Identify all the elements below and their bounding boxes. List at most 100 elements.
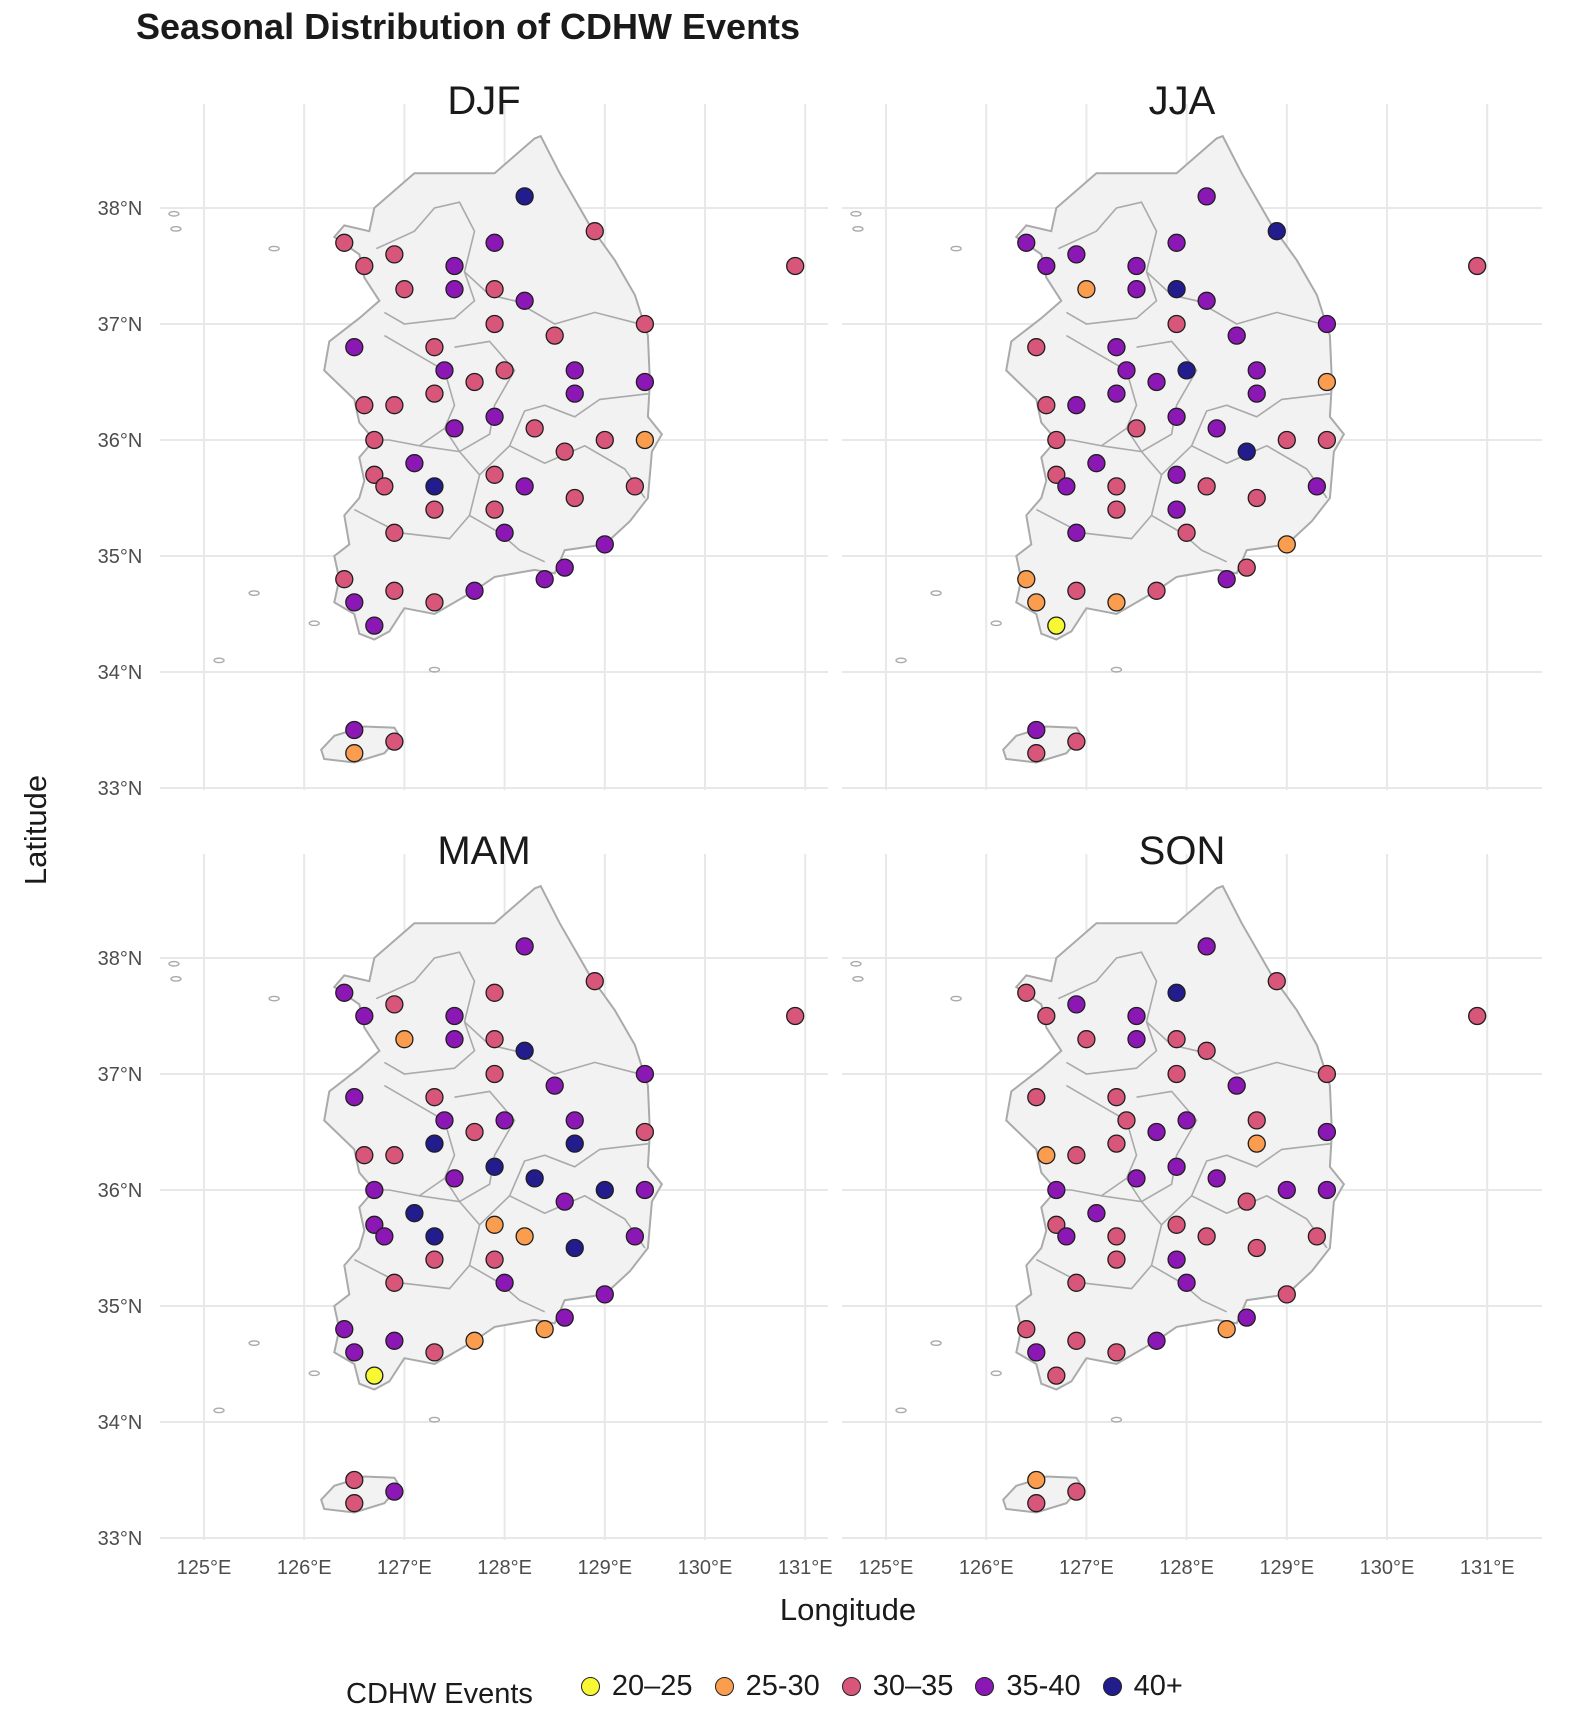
station-point [1247,1238,1266,1258]
legend-swatch [580,1676,600,1696]
station-point [1267,972,1286,991]
station-point [635,314,655,334]
station-point [1127,256,1146,276]
station-point [1237,1192,1256,1211]
station-point [1237,558,1256,577]
islet [930,1340,942,1347]
station-point [425,1343,444,1362]
station-point [495,1111,514,1130]
x-tick-label: 128°E [1159,1557,1214,1579]
station-point [1067,732,1086,751]
y-tick-label: 36°N [98,430,143,452]
station-point [1107,384,1126,403]
station-point [1027,593,1046,612]
station-point [1247,1134,1266,1153]
station-point [786,1006,805,1026]
y-tick-label: 38°N [98,948,143,970]
station-point [1197,477,1216,496]
y-tick-label: 35°N [98,1296,143,1318]
station-point [535,1320,554,1339]
station-point [395,280,414,299]
station-point [1147,1122,1166,1142]
islet [308,1370,320,1377]
y-tick-label: 36°N [98,1180,143,1202]
station-point [1017,570,1036,589]
station-point [465,372,484,392]
station-point [535,570,554,589]
legend-item-25-30: 25-30 [714,1670,820,1703]
station-point [1227,1076,1246,1095]
station-point [1317,1180,1337,1200]
facet-panel-mam: MAM 33°N 34°N 35°N 36°N 37°N 38°N 125°E 126°E 127… [98,829,833,1579]
station-point [555,442,574,461]
station-point [555,1308,574,1327]
station-point [405,454,424,473]
station-point [1167,314,1186,334]
islet [268,245,280,252]
islet [895,1407,907,1414]
station-point [385,1273,404,1292]
station-point [355,1146,374,1165]
station-point [485,500,504,519]
chart-title: Seasonal Distribution of CDHW Events [136,6,801,47]
station-point [385,732,404,751]
station-point [1067,396,1086,415]
legend-item-20-25: 20–25 [580,1669,693,1703]
legend-label: 20–25 [611,1669,693,1702]
station-point [385,1146,404,1165]
province-boundary [1190,392,1332,447]
station-point [425,1227,444,1246]
x-tick-label: 131°E [778,1557,833,1579]
station-point [345,593,364,612]
islet [168,960,180,967]
station-point [495,1273,514,1292]
station-point [1127,1030,1146,1049]
province-boundary [1145,271,1323,325]
station-point [425,593,444,612]
station-point [1107,500,1126,519]
islet [990,1370,1002,1377]
station-point [1047,1366,1066,1385]
facet-panel-jja: JJA [842,79,1542,790]
station-point [425,1088,444,1107]
station-point [515,187,534,206]
station-point [425,1250,444,1269]
islet [213,657,225,664]
station-point [525,1169,544,1188]
station-point [515,291,534,310]
station-point [1197,291,1216,310]
station-point [555,1192,574,1211]
legend-label: 35-40 [1006,1669,1081,1702]
station-point [385,523,404,542]
station-point [1277,535,1296,554]
station-point [385,1331,404,1350]
station-point [445,280,464,299]
y-tick-label: 35°N [98,546,143,568]
x-tick-label: 130°E [1360,1557,1415,1579]
x-tick-label: 125°E [859,1557,914,1579]
station-point [1057,477,1076,496]
station-point [1468,1006,1487,1026]
islet [895,657,907,664]
y-tick-label: 37°N [98,314,143,336]
province-boundary [469,1264,546,1313]
station-point [465,1122,484,1142]
station-point [375,477,394,496]
station-point [365,465,384,484]
legend-swatch [975,1676,995,1696]
islet [852,225,864,232]
station-point [1247,488,1266,508]
station-point [1177,1111,1196,1130]
station-point [485,314,504,334]
station-point [515,1041,534,1060]
station-point [1247,1111,1266,1130]
station-point [1037,1146,1056,1165]
station-point [1147,1331,1166,1350]
station-point [1047,1215,1066,1234]
station-point [425,500,444,519]
province-boundary [1056,334,1138,447]
station-point [585,972,604,991]
station-point [1317,314,1337,334]
station-point [335,570,354,589]
